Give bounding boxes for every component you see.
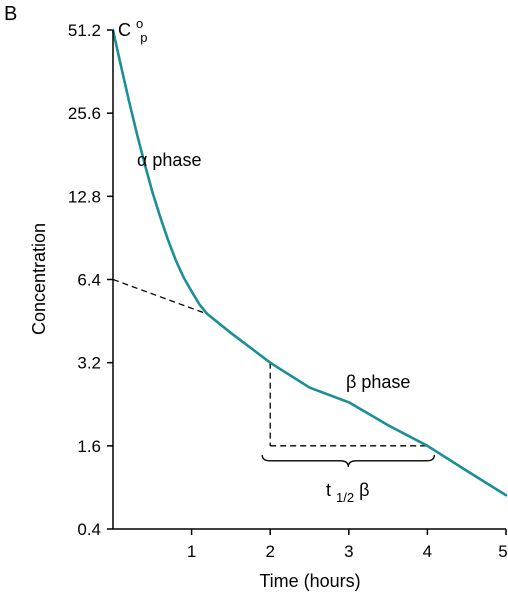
- x-tick-label: 3: [344, 542, 353, 561]
- y-axis-title: Concentration: [29, 223, 49, 335]
- y-tick-label: 12.8: [68, 187, 101, 206]
- initial-concentration-symbol: C: [118, 20, 131, 40]
- svg-text:C o p: C o p: [118, 12, 148, 45]
- beta-phase-label: β phase: [346, 372, 410, 392]
- initial-concentration-label: C o p: [118, 12, 148, 45]
- x-tick-label: 1: [187, 542, 196, 561]
- half-life-brace: [261, 454, 436, 467]
- x-tick-label: 5: [498, 542, 507, 561]
- x-tick-label: 2: [265, 542, 274, 561]
- initial-concentration-superscript: o: [136, 16, 143, 31]
- ticks-layer: 0.4 1.6 3.2 6.4 12.8 25.6 51.2 1 2 3 4 5: [68, 21, 508, 561]
- plot-layers: 0.4 1.6 3.2 6.4 12.8 25.6 51.2 1 2 3 4 5: [68, 21, 508, 561]
- y-tick-label: 0.4: [77, 520, 101, 539]
- y-tick-label: 3.2: [77, 354, 101, 373]
- panel-label: B: [4, 3, 17, 25]
- half-life-symbol: t: [326, 480, 331, 500]
- concentration-curve: [111, 28, 508, 497]
- x-tick-label: 4: [423, 542, 432, 561]
- half-life-label: t 1/2 β: [326, 480, 369, 506]
- alpha-phase-label: α phase: [137, 150, 201, 170]
- series-layer: [111, 28, 508, 497]
- y-tick-label: 1.6: [77, 437, 101, 456]
- svg-text:t 1/2 β: t 1/2 β: [326, 480, 369, 506]
- y-tick-label: 6.4: [77, 271, 101, 290]
- y-tick-label: 51.2: [68, 21, 101, 40]
- beta-extrapolation-line: [112, 278, 208, 315]
- guides-layer: [112, 278, 436, 467]
- half-life-subscript: 1/2: [336, 490, 354, 505]
- half-life-tail: β: [359, 480, 369, 500]
- initial-concentration-subscript: p: [140, 30, 147, 45]
- x-axis-title: Time (hours): [259, 571, 360, 591]
- y-tick-label: 25.6: [68, 104, 101, 123]
